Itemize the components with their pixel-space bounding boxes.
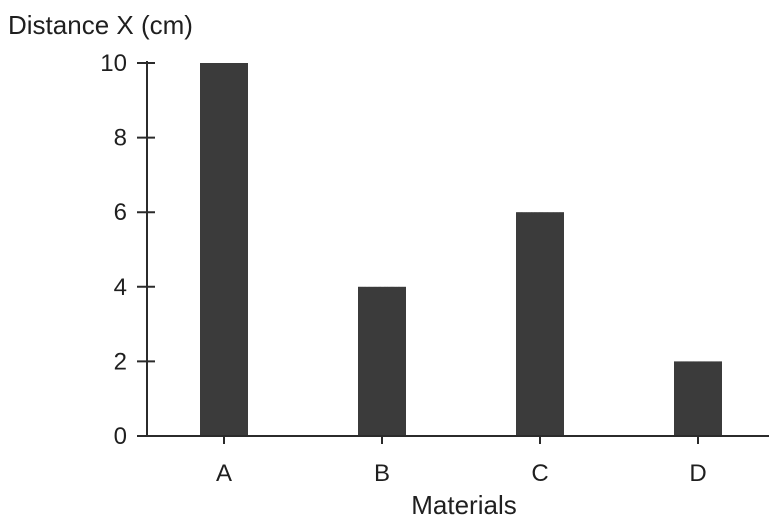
y-axis-title: Distance X (cm): [8, 10, 193, 40]
x-tick-label-d: D: [689, 460, 706, 487]
y-tick-label: 2: [114, 348, 127, 375]
x-tick-label-b: B: [374, 460, 390, 487]
x-axis-title: Materials: [411, 490, 516, 520]
bar-b: [358, 286, 406, 436]
y-tick-label: 4: [114, 274, 127, 301]
y-tick-label: 0: [114, 423, 127, 450]
bar-c: [516, 212, 564, 436]
x-axis-labels: A B C D: [216, 436, 707, 487]
y-tick-label: 8: [114, 125, 127, 152]
x-tick-label-c: C: [531, 460, 548, 487]
bar-d: [674, 361, 722, 436]
x-tick-label-a: A: [216, 460, 232, 487]
y-tick-label: 10: [100, 50, 127, 77]
y-tick-label: 6: [114, 199, 127, 226]
bar-a: [200, 63, 248, 436]
bars-group: [200, 63, 722, 436]
